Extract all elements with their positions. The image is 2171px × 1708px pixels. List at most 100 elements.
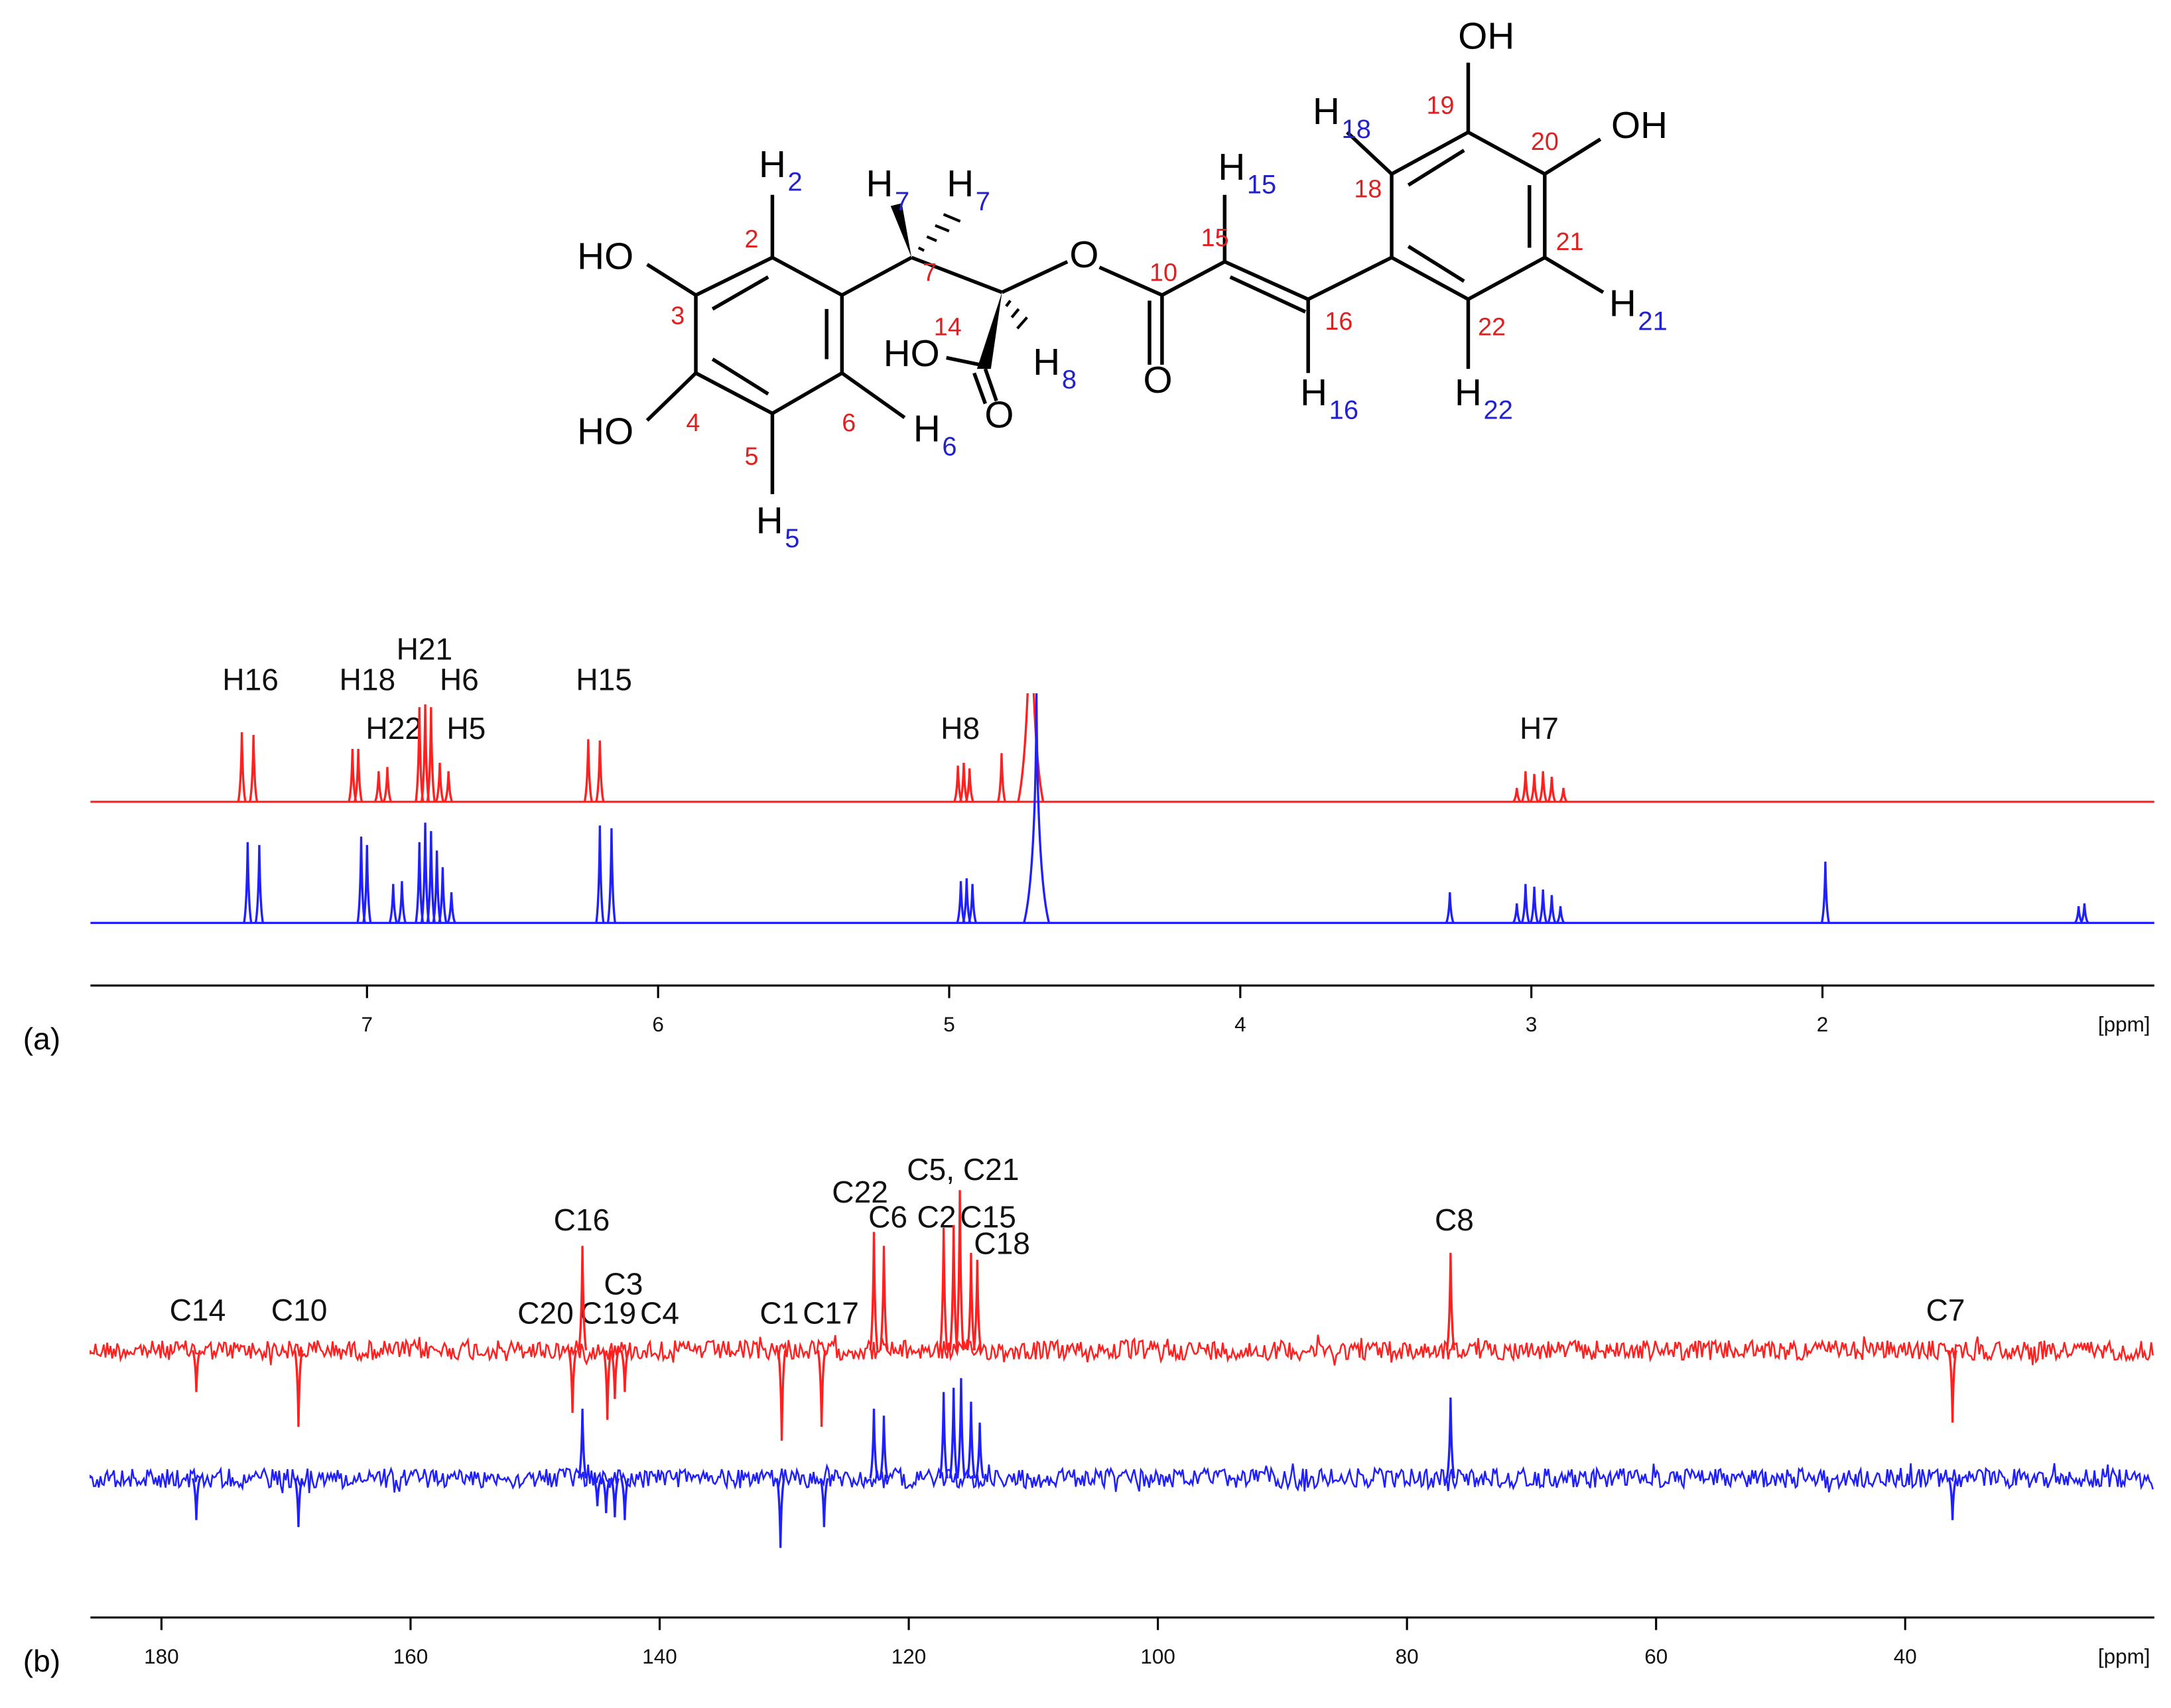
peak [2079,903,2089,924]
peak [879,1415,889,1479]
peak [420,822,430,923]
bond [1161,260,1226,297]
peak-label: H15 [576,663,632,697]
x-tick-label: 3 [1526,1013,1538,1036]
peak-label: H6 [440,663,479,697]
hydrogen-index: 15 [1247,170,1276,200]
peak-label: C20 [517,1295,574,1330]
atom-group: O [1144,360,1173,401]
double-bond [1407,245,1465,283]
peak-label: H7 [1520,711,1559,746]
panel-label: (a) [23,1021,60,1056]
peak-label: C14 [170,1293,226,1327]
peak [438,867,448,923]
hydrogen: H [1033,342,1060,383]
hydrogen: H [1218,147,1245,188]
atom-group: OH [1458,16,1514,58]
peak [415,707,425,803]
peak [592,1477,602,1506]
peak [1547,776,1557,803]
peak-label: C15 [960,1200,1016,1234]
peak [601,1478,611,1514]
carbon-number: 22 [1478,313,1506,341]
peak [293,1350,304,1427]
hydrogen-index: 16 [1329,396,1358,425]
peak [373,771,383,803]
bond [983,368,998,402]
peak [1947,1478,1957,1520]
peak [964,768,974,803]
noise [90,1335,2154,1366]
atom-group: HO [577,411,633,453]
peak [949,1224,958,1350]
peak [567,1350,578,1413]
x-axis-label: [ppm] [2098,1013,2150,1036]
peak [254,844,265,923]
hydrogen-index: 2 [788,168,803,197]
carbon-number: 19 [1427,92,1455,120]
double-bond [711,358,769,396]
peak [249,735,259,803]
carbon-number: 20 [1531,128,1559,156]
hydrogen: H [1313,91,1340,133]
peak [949,1388,958,1478]
bond [1544,255,1605,295]
peak [817,1350,826,1427]
hydrogen-index: 8 [1062,365,1077,395]
spectrum-trace [90,693,2154,803]
peak [434,762,445,803]
atom-group: OH [1611,105,1668,147]
peak [1445,1252,1456,1350]
peak-label: C8 [1435,1203,1474,1237]
ring [694,255,844,416]
peak-label: C19 [580,1295,637,1330]
carbon-number: 6 [842,409,856,437]
carbon-number: 14 [934,313,962,341]
hydrogen: H [1300,372,1327,414]
peak [191,1478,202,1520]
hydrogen: H [913,409,941,450]
hash [1005,300,1028,330]
peak [1538,889,1548,924]
peak [610,1350,620,1400]
x-axis-label: [ppm] [2098,1645,2150,1668]
peak [775,1478,785,1548]
peak [577,1246,588,1350]
peak-label: C1 [759,1295,799,1330]
peak [1559,787,1568,803]
atom-group: O [1069,234,1098,276]
hydrogen-index: 21 [1638,306,1667,336]
peak-label: C6 [868,1200,907,1234]
x-tick-label: 6 [652,1013,664,1036]
peak [1023,693,1051,923]
peak [819,1478,829,1528]
peak [962,878,972,923]
peak [293,1478,304,1528]
bond [946,356,980,367]
spectrum-trace [90,693,2154,924]
x-tick-label: 80 [1396,1645,1419,1668]
carbon-number: 3 [671,302,685,330]
peak-label: C2 [917,1200,956,1234]
peak [595,740,605,803]
peak [620,1478,630,1520]
peak [1445,892,1455,924]
double-bond [1229,275,1307,314]
peak-label: H22 [365,711,422,746]
peak [446,892,456,924]
x-tick-label: 7 [362,1013,373,1036]
peak [362,844,372,923]
peak [953,765,963,803]
hash [917,213,961,252]
peak [777,1350,787,1441]
hydrogen-index: 6 [942,432,956,461]
peak [869,1232,879,1350]
x-tick-label: 60 [1644,1645,1668,1668]
peak [1820,862,1831,923]
peak-label: H5 [446,711,486,746]
peak [1512,787,1522,803]
peak [610,1478,620,1518]
peak [1547,895,1557,924]
peak [420,704,430,803]
hydrogen: H [756,500,783,542]
